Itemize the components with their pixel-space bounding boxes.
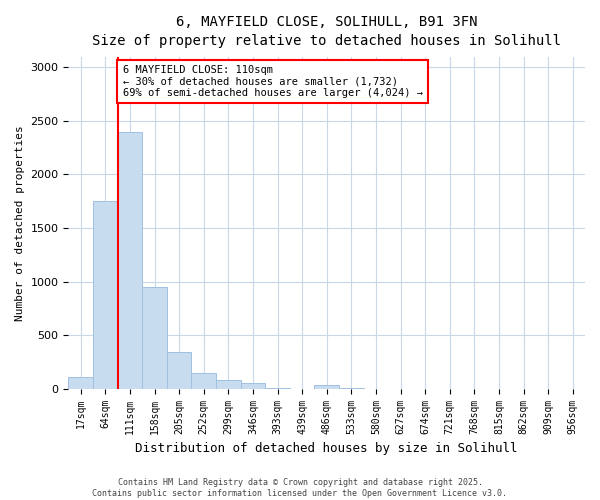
- Text: 6 MAYFIELD CLOSE: 110sqm
← 30% of detached houses are smaller (1,732)
69% of sem: 6 MAYFIELD CLOSE: 110sqm ← 30% of detach…: [122, 65, 422, 98]
- Bar: [118, 132, 142, 388]
- Bar: [142, 287, 167, 388]
- Bar: [93, 201, 118, 388]
- X-axis label: Distribution of detached houses by size in Solihull: Distribution of detached houses by size …: [136, 442, 518, 455]
- Title: 6, MAYFIELD CLOSE, SOLIHULL, B91 3FN
Size of property relative to detached house: 6, MAYFIELD CLOSE, SOLIHULL, B91 3FN Siz…: [92, 15, 561, 48]
- Bar: [167, 352, 191, 388]
- Bar: [191, 372, 216, 388]
- Bar: [241, 384, 265, 388]
- Bar: [314, 386, 339, 388]
- Text: Contains HM Land Registry data © Crown copyright and database right 2025.
Contai: Contains HM Land Registry data © Crown c…: [92, 478, 508, 498]
- Bar: [68, 377, 93, 388]
- Y-axis label: Number of detached properties: Number of detached properties: [15, 125, 25, 320]
- Bar: [216, 380, 241, 388]
